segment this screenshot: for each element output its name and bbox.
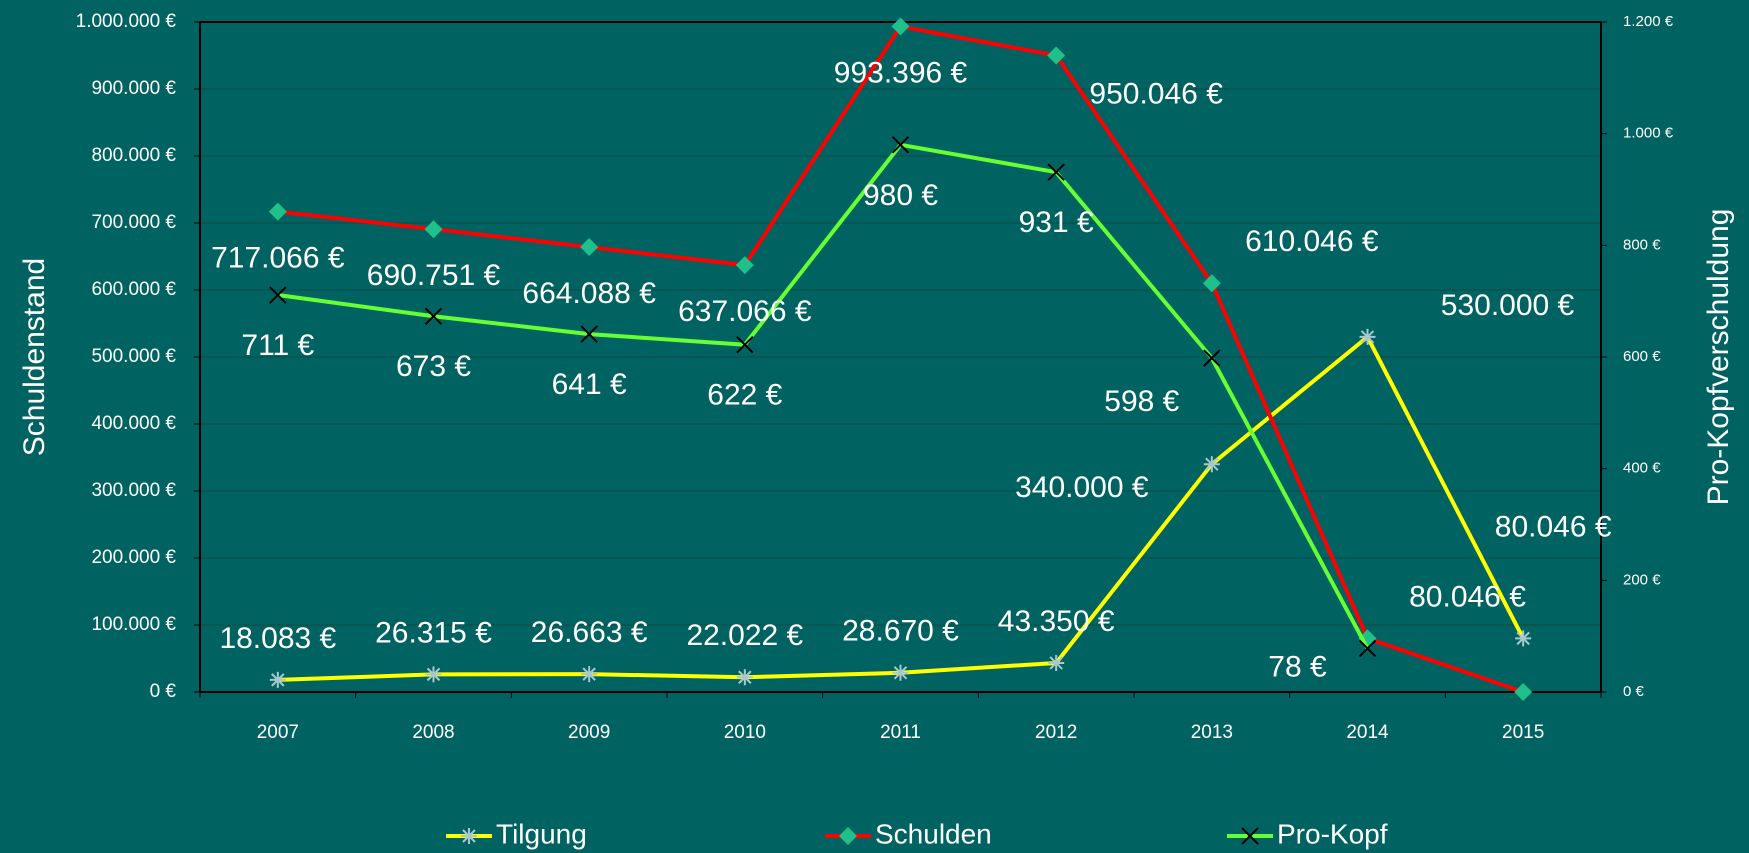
y2-axis-title: Pro-Kopfverschuldung xyxy=(1702,209,1735,506)
marker xyxy=(1048,654,1065,671)
data-label: 717.066 € xyxy=(211,241,345,274)
marker xyxy=(269,286,287,304)
marker xyxy=(891,136,910,154)
y2-tick-label: 600 € xyxy=(1623,348,1661,365)
y-tick-label: 200.000 € xyxy=(91,547,176,568)
data-label: 610.046 € xyxy=(1245,225,1379,258)
series-line xyxy=(277,142,1370,650)
marker xyxy=(892,664,909,681)
y-axis-title: Schuldenstand xyxy=(18,258,51,457)
x-tick-label: 2010 xyxy=(724,722,766,743)
data-label: 673 € xyxy=(396,350,471,383)
marker xyxy=(736,336,754,354)
x-tick-label: 2012 xyxy=(1035,722,1077,743)
data-label: 28.670 € xyxy=(842,615,959,648)
x-tick-label: 2009 xyxy=(568,722,610,743)
marker xyxy=(269,671,286,688)
y-tick-label: 100.000 € xyxy=(91,614,176,635)
legend-label: Pro-Kopf xyxy=(1277,818,1388,849)
y2-tick-label: 1.200 € xyxy=(1623,13,1674,30)
y2-tick-label: 0 € xyxy=(1623,683,1645,700)
legend-marker xyxy=(839,827,857,845)
marker xyxy=(735,256,754,275)
marker xyxy=(1358,639,1377,658)
data-label: 641 € xyxy=(552,368,627,401)
marker xyxy=(736,669,753,686)
marker xyxy=(580,238,599,257)
y-tick-label: 0 € xyxy=(150,681,177,702)
data-label: 26.663 € xyxy=(531,616,648,649)
x-tick-label: 2015 xyxy=(1502,722,1544,743)
y2-tick-label: 800 € xyxy=(1623,236,1661,253)
marker xyxy=(1515,630,1532,647)
data-label: 931 € xyxy=(1019,206,1094,239)
legend-label: Schulden xyxy=(875,818,992,849)
y-tick-label: 400.000 € xyxy=(91,413,176,434)
marker xyxy=(1203,349,1221,367)
data-label: 950.046 € xyxy=(1089,77,1223,110)
y2-tick-label: 200 € xyxy=(1623,571,1661,588)
y-tick-label: 1.000.000 € xyxy=(76,11,177,32)
legend-marker xyxy=(1241,827,1259,845)
y-tick-label: 500.000 € xyxy=(91,346,176,367)
data-label: 43.350 € xyxy=(998,605,1115,638)
data-label: 598 € xyxy=(1104,385,1179,418)
data-label: 637.066 € xyxy=(678,295,812,328)
y2-tick-label: 1.000 € xyxy=(1623,125,1674,142)
data-label: 18.083 € xyxy=(219,622,336,655)
marker xyxy=(891,17,910,36)
data-label: 711 € xyxy=(241,329,314,362)
legend-label: Tilgung xyxy=(496,818,587,849)
marker xyxy=(1359,328,1376,345)
x-tick-label: 2011 xyxy=(880,722,921,743)
marker xyxy=(1203,456,1220,473)
y-tick-label: 900.000 € xyxy=(91,78,176,99)
marker xyxy=(1047,46,1066,65)
data-label: 690.751 € xyxy=(367,259,501,292)
data-label: 22.022 € xyxy=(686,619,803,652)
data-label: 980 € xyxy=(863,179,938,212)
y-tick-label: 800.000 € xyxy=(91,145,176,166)
y-tick-label: 300.000 € xyxy=(91,480,176,501)
marker xyxy=(581,666,598,683)
marker xyxy=(425,666,442,683)
marker xyxy=(1202,274,1221,293)
x-tick-label: 2013 xyxy=(1191,722,1233,743)
y-tick-label: 700.000 € xyxy=(91,212,176,233)
marker xyxy=(580,325,598,343)
x-tick-label: 2007 xyxy=(257,722,299,743)
marker xyxy=(1514,683,1533,701)
y2-tick-label: 400 € xyxy=(1623,460,1661,477)
legend-marker xyxy=(461,828,477,844)
marker xyxy=(268,202,287,221)
marker xyxy=(424,307,443,325)
marker xyxy=(1047,163,1065,181)
data-label: 80.046 € xyxy=(1495,510,1612,543)
data-label: 340.000 € xyxy=(1015,471,1149,504)
x-tick-label: 2008 xyxy=(412,722,454,743)
data-label: 78 € xyxy=(1268,650,1327,683)
data-label: 664.088 € xyxy=(522,277,656,310)
x-tick-label: 2014 xyxy=(1346,722,1389,743)
data-label: 993.396 € xyxy=(834,56,968,89)
data-label: 622 € xyxy=(707,379,782,412)
data-label: 80.046 € xyxy=(1409,580,1526,613)
marker xyxy=(424,220,443,239)
data-label: 530.000 € xyxy=(1441,289,1575,322)
data-label: 26.315 € xyxy=(375,616,492,649)
y-tick-label: 600.000 € xyxy=(91,279,176,300)
